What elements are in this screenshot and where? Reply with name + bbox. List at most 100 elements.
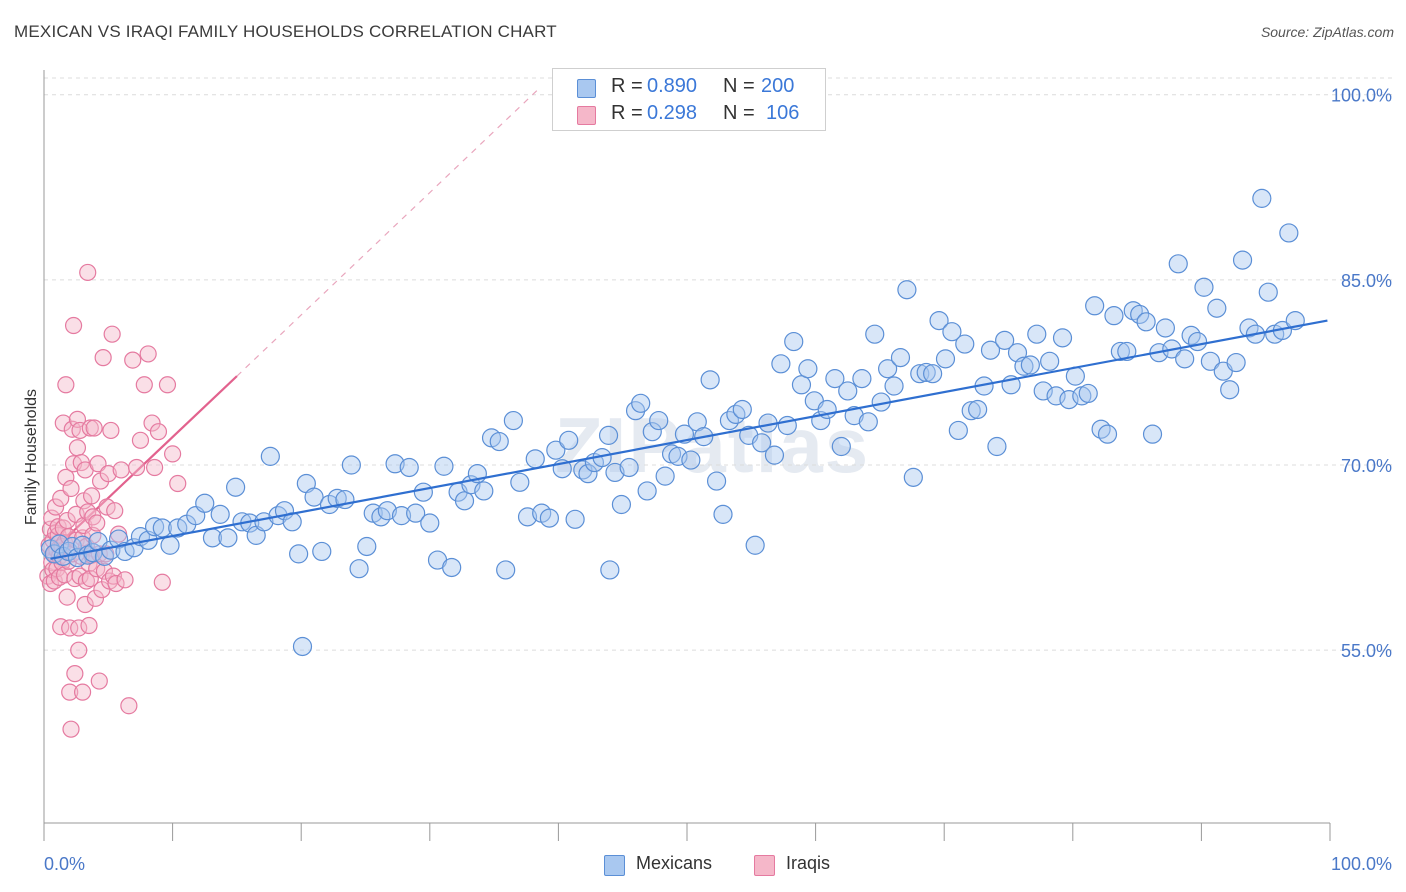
iraqi-point (120, 697, 138, 715)
iraqi-point (86, 589, 105, 607)
mexican-point (923, 364, 943, 384)
x-tick-label: 0.0% (44, 854, 85, 874)
mexican-point (844, 406, 864, 426)
iraqi-point (124, 351, 142, 369)
legend-r-label: R = (611, 75, 643, 97)
iraqi-point (99, 465, 117, 483)
mexican-point (955, 334, 975, 354)
mexican-point (878, 359, 898, 379)
mexican-point (434, 456, 454, 476)
mexican-point (865, 324, 885, 344)
mexican-point (903, 467, 923, 487)
mexican-point (312, 541, 332, 562)
iraqi-trend-line (47, 375, 238, 556)
mexican-point (1175, 349, 1195, 369)
mexican-point (968, 399, 988, 420)
iraqi-point (131, 431, 150, 449)
iraqi-point (57, 468, 75, 486)
mexican-point (884, 376, 904, 396)
legend-row-mexicans: R = 0.890 N = 200 (553, 75, 825, 101)
legend-n-value: 106 (766, 102, 800, 124)
mexican-point (637, 481, 657, 501)
mexican-point (72, 535, 93, 555)
mexican-point (496, 560, 516, 580)
mexican-point (1168, 254, 1188, 274)
mexican-point (668, 446, 688, 466)
iraqi-trend-extension (236, 88, 540, 377)
mexican-point (713, 504, 733, 524)
iraqi-point (61, 683, 79, 701)
mexican-point (897, 280, 917, 300)
mexican-point (700, 370, 720, 390)
mexican-point (942, 322, 962, 342)
legend-n-value: 200 (761, 75, 795, 97)
legend-row-iraqis: R = 0.298 N = 106 (553, 102, 825, 128)
mexican-point (420, 513, 440, 533)
mexican-point (1027, 324, 1047, 344)
mexican-point (1130, 304, 1150, 325)
iraqi-point (164, 445, 182, 463)
mexican-point (1059, 389, 1079, 410)
mexican-point (1200, 351, 1221, 371)
bottom-legend-swatch-blue (604, 855, 625, 876)
iraqi-point (153, 573, 171, 591)
iraqi-point (107, 574, 125, 593)
mexican-point (1014, 356, 1034, 376)
mexican-point (1155, 318, 1175, 338)
iraqi-point (106, 502, 124, 520)
mexican-point (503, 410, 523, 431)
iraqi-point (143, 414, 161, 432)
series-iraqis (39, 263, 187, 738)
mexican-point (764, 445, 785, 465)
mexican-point (454, 491, 475, 511)
iraqi-point (139, 345, 157, 363)
mexican-point (784, 331, 804, 352)
iraqi-point (64, 316, 83, 335)
axes (43, 70, 1331, 841)
y-tick-label: 70.0% (1341, 456, 1392, 476)
mexican-point (1187, 331, 1208, 352)
mexican-point (1136, 312, 1156, 332)
y-tick-label: 55.0% (1341, 641, 1392, 661)
iraqi-point (76, 595, 94, 614)
mexican-point (726, 404, 746, 425)
mexican-point (539, 508, 559, 528)
mexican-point (517, 507, 538, 527)
mexican-point (852, 369, 872, 389)
iraqi-point (94, 349, 112, 367)
iraqi-point (66, 665, 84, 683)
mexican-point (1226, 352, 1246, 373)
mexican-point (929, 310, 949, 331)
legend-swatch-blue (577, 79, 596, 98)
iraqi-point (79, 263, 97, 282)
bottom-legend-label: Iraqis (786, 853, 831, 873)
mexican-point (1110, 341, 1130, 362)
mexican-trend-line (50, 319, 1328, 560)
mexican-point (1220, 380, 1240, 400)
iraqi-point (71, 421, 89, 440)
y-tick-label: 100.0% (1331, 86, 1392, 106)
mexican-point (195, 493, 215, 513)
mexican-point (598, 425, 619, 445)
mexican-point (218, 528, 238, 548)
iraqi-point (81, 569, 99, 588)
legend-r-label: R = (611, 102, 643, 124)
mexican-point (858, 412, 878, 432)
mexican-point (980, 340, 1001, 360)
iraqi-point (116, 571, 134, 589)
mexican-point (525, 449, 545, 469)
iraqi-point (103, 325, 121, 343)
iraqi-point (62, 479, 80, 498)
mexican-point (1040, 351, 1060, 371)
iraqi-point (68, 439, 87, 457)
mexican-point (961, 401, 981, 421)
mexican-point (948, 420, 968, 441)
iraqi-point (52, 618, 70, 636)
mexican-point (1033, 381, 1053, 401)
iraqi-point (88, 514, 106, 532)
mexican-point (600, 560, 620, 580)
mexican-point (391, 506, 412, 526)
mexican-point (1232, 250, 1253, 270)
mexican-point (1085, 296, 1105, 316)
iraqi-point (62, 720, 80, 738)
